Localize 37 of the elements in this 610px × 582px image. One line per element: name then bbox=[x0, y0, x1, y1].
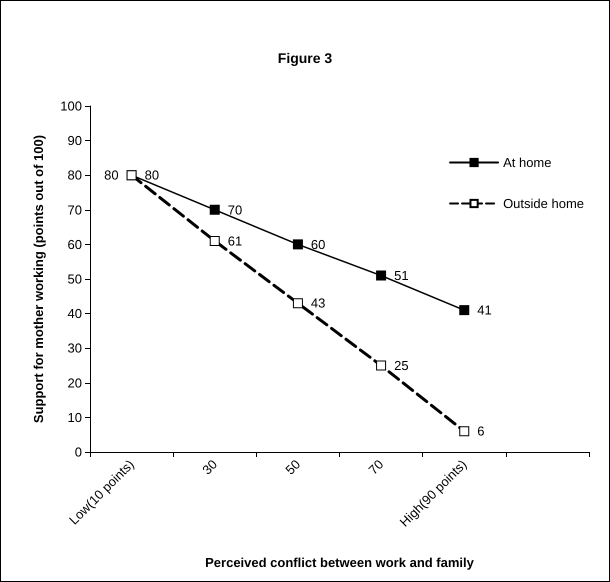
data-label: 6 bbox=[477, 424, 484, 439]
y-tick-label: 90 bbox=[68, 133, 82, 148]
y-tick-label: 50 bbox=[68, 272, 82, 286]
legend-label: At home bbox=[503, 155, 552, 170]
data-label: 25 bbox=[394, 358, 409, 373]
point bbox=[459, 305, 470, 316]
point bbox=[210, 204, 220, 215]
x-tick-label: 50 bbox=[282, 456, 304, 478]
y-tick-label: 60 bbox=[68, 236, 82, 252]
y-tick-label: 100 bbox=[60, 98, 82, 114]
data-label: 60 bbox=[310, 236, 326, 252]
chart-title: Figure 3 bbox=[278, 50, 332, 66]
point bbox=[292, 298, 303, 308]
data-label: 51 bbox=[394, 268, 409, 284]
point bbox=[210, 236, 220, 246]
data-label: 43 bbox=[310, 296, 326, 311]
data-label: 41 bbox=[477, 302, 492, 318]
y-tick-label: 40 bbox=[68, 306, 82, 322]
y-tick-label: 30 bbox=[68, 340, 82, 356]
x-axis-title: Perceived conflict between work and family bbox=[205, 555, 475, 570]
x-tick-label: 30 bbox=[199, 456, 220, 478]
y-tick-label: 0 bbox=[74, 444, 82, 460]
y-tick-label: 70 bbox=[68, 202, 82, 218]
y-tick-label: 20 bbox=[68, 375, 82, 390]
point bbox=[376, 360, 386, 370]
legend-label: Outside home bbox=[503, 196, 584, 211]
data-label: 80 bbox=[104, 168, 119, 183]
point bbox=[459, 426, 470, 436]
point bbox=[376, 270, 386, 281]
data-label: 70 bbox=[228, 202, 242, 218]
x-tick-label: 70 bbox=[366, 456, 386, 478]
y-tick-label: 80 bbox=[68, 168, 82, 183]
point bbox=[292, 239, 303, 250]
y-axis-title: Support for mother working (points out of 100) bbox=[31, 134, 46, 424]
y-tick-label: 10 bbox=[68, 410, 82, 425]
data-label: 61 bbox=[228, 233, 242, 248]
data-label: 80 bbox=[144, 168, 160, 183]
